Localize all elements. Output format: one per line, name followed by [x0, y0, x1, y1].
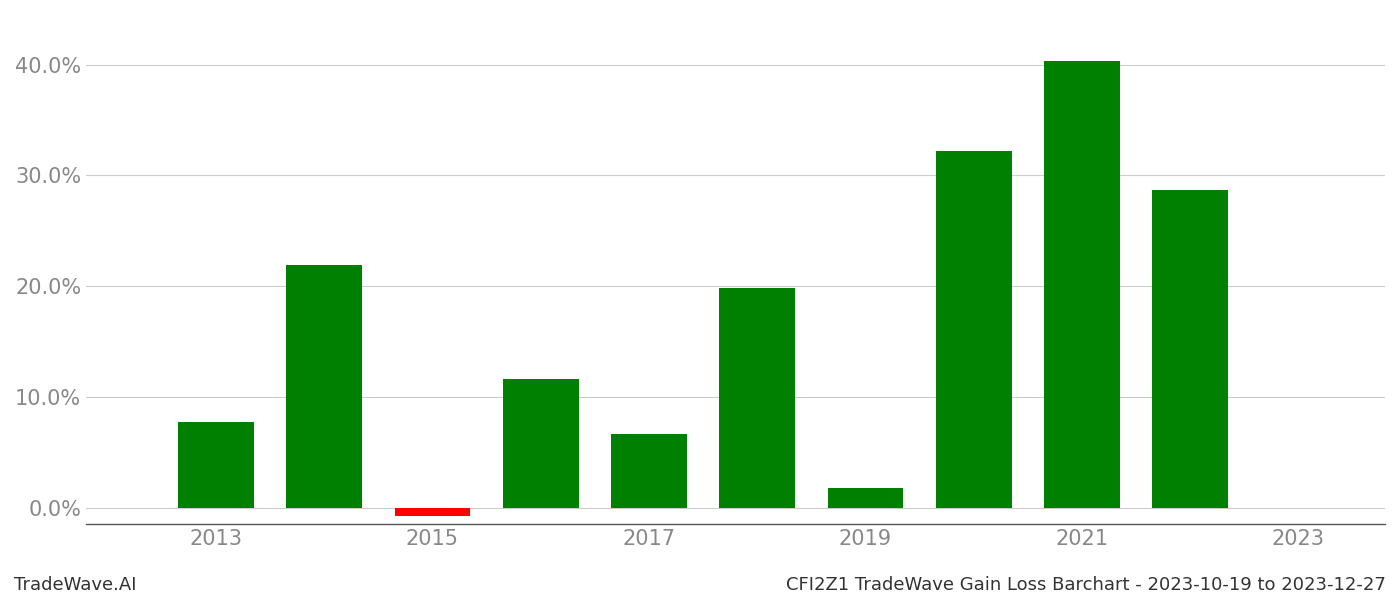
Bar [286, 265, 363, 508]
Bar [720, 289, 795, 508]
Bar [1044, 61, 1120, 508]
Bar [935, 151, 1012, 508]
Bar [1152, 190, 1228, 508]
Bar [610, 434, 687, 508]
Bar [503, 379, 578, 508]
Bar [395, 508, 470, 517]
Bar [178, 422, 253, 508]
Text: CFI2Z1 TradeWave Gain Loss Barchart - 2023-10-19 to 2023-12-27: CFI2Z1 TradeWave Gain Loss Barchart - 20… [787, 576, 1386, 594]
Text: TradeWave.AI: TradeWave.AI [14, 576, 137, 594]
Bar [827, 488, 903, 508]
